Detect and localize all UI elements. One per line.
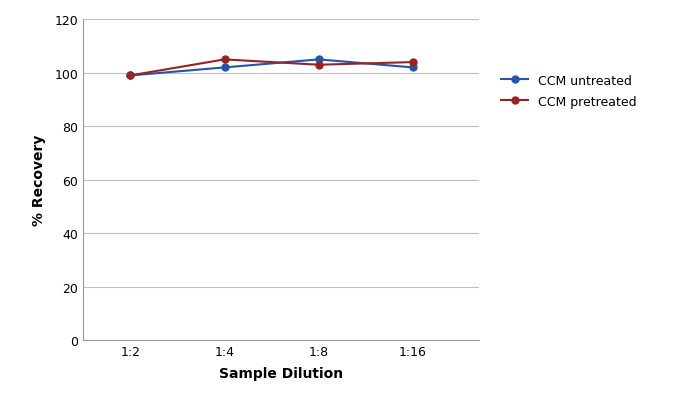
CCM pretreated: [221, 58, 229, 63]
CCM pretreated: [314, 63, 323, 68]
CCM pretreated: [126, 74, 135, 79]
Line: CCM untreated: CCM untreated: [127, 57, 416, 80]
CCM pretreated: [409, 60, 417, 65]
X-axis label: Sample Dilution: Sample Dilution: [219, 367, 343, 380]
CCM untreated: [314, 58, 323, 63]
CCM untreated: [221, 66, 229, 70]
Legend: CCM untreated, CCM pretreated: CCM untreated, CCM pretreated: [501, 75, 637, 109]
Y-axis label: % Recovery: % Recovery: [32, 134, 46, 226]
CCM untreated: [126, 74, 135, 79]
Line: CCM pretreated: CCM pretreated: [127, 57, 416, 80]
CCM untreated: [409, 66, 417, 70]
